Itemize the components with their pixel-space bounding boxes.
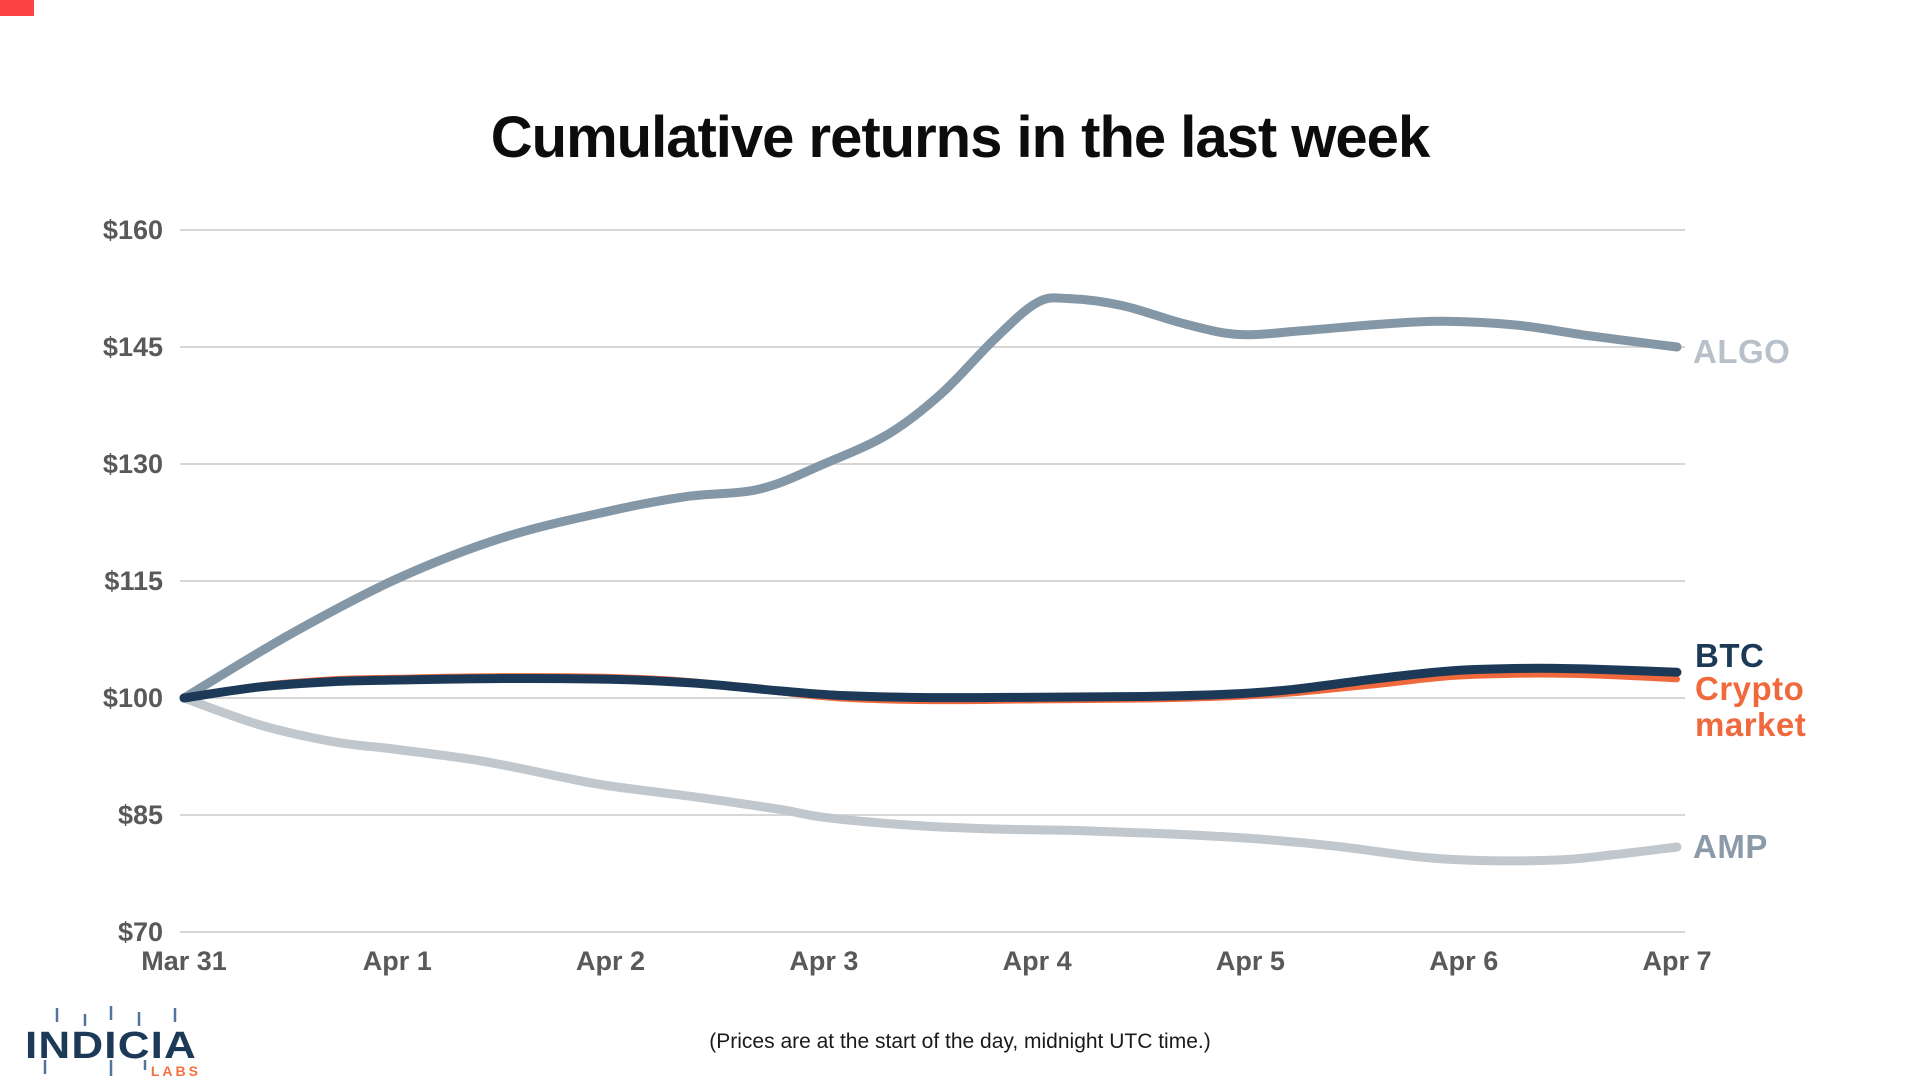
x-axis-tick-label: Mar 31 [141,946,227,976]
y-axis-tick-label: $130 [103,449,163,479]
legend-label-crypto-line2: market [1695,706,1807,743]
x-axis-tick-label: Apr 7 [1642,946,1711,976]
chart-title: Cumulative returns in the last week [490,105,1430,170]
logo-candlestick-wicks [43,1006,177,1076]
footer-note: (Prices are at the start of the day, mid… [709,1030,1211,1053]
y-axis-tick-label: $70 [118,917,163,947]
y-axis-tick-label: $100 [103,683,163,713]
x-axis-labels: Mar 31 Apr 1 Apr 2 Apr 3 Apr 4 Apr 5 Apr 6 Apr … [141,946,1711,976]
y-axis-tick-label: $85 [118,800,163,830]
y-axis-tick-label: $115 [104,566,163,596]
indicia-labs-logo: INDICIA LABS [25,1006,201,1079]
x-axis-tick-label: Apr 3 [789,946,858,976]
legend-label-btc: BTC [1695,637,1765,674]
legend-label-crypto-market: Crypto market [1695,671,1806,743]
x-axis-tick-label: Apr 2 [576,946,645,976]
gridlines [180,229,1685,933]
y-axis-tick-label: $160 [103,215,163,245]
series-lines [179,293,1682,866]
corner-mark [0,0,34,16]
legend-label-amp: AMP [1693,828,1768,865]
legend-label-algo: ALGO [1693,333,1791,370]
logo-sub-label: LABS [151,1063,201,1079]
x-axis-tick-label: Apr 6 [1429,946,1498,976]
y-axis-tick-label: $145 [103,332,163,362]
amp-line [179,693,1682,866]
legend-label-crypto-line1: Crypto [1695,670,1805,707]
x-axis-tick-label: Apr 5 [1216,946,1285,976]
btc-line [179,663,1682,703]
x-axis-tick-label: Apr 4 [1003,946,1072,976]
x-axis-tick-label: Apr 1 [363,946,432,976]
algo-line [179,293,1682,703]
y-axis-labels: $160 $145 $130 $115 $100 $85 $70 [103,215,163,947]
logo-wordmark: INDICIA [25,1025,197,1067]
